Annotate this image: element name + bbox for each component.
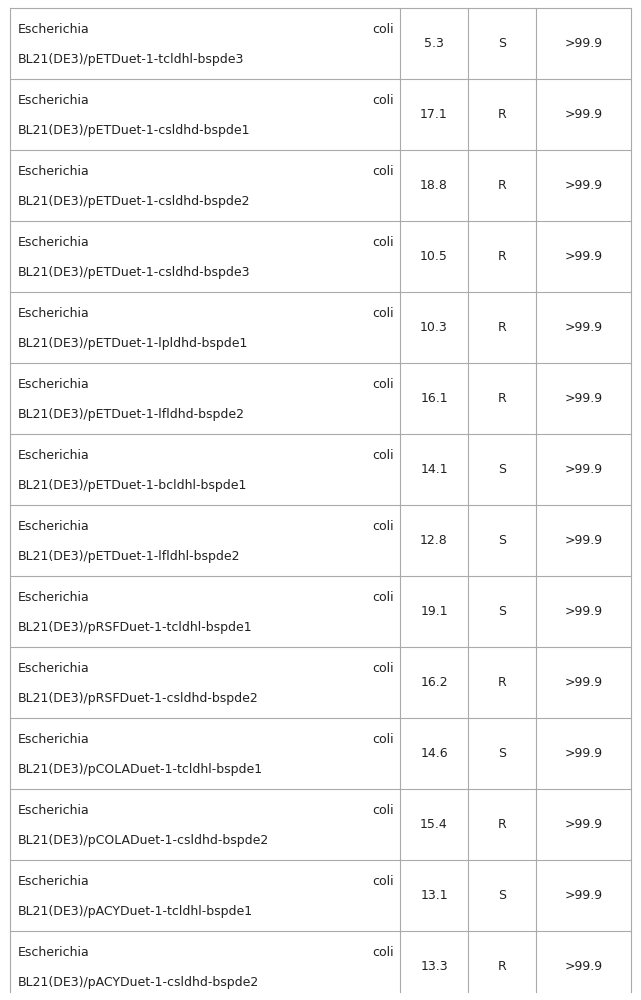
Text: >99.9: >99.9 — [565, 534, 603, 547]
Text: S: S — [498, 534, 506, 547]
Text: Escherichia: Escherichia — [18, 165, 90, 178]
Text: Escherichia: Escherichia — [18, 804, 90, 817]
Text: >99.9: >99.9 — [565, 250, 603, 263]
Text: BL21(DE3)/pRSFDuet-1-csldhd-bspde2: BL21(DE3)/pRSFDuet-1-csldhd-bspde2 — [18, 692, 259, 705]
Text: 10.5: 10.5 — [420, 250, 448, 263]
Text: >99.9: >99.9 — [565, 818, 603, 831]
Text: R: R — [497, 818, 506, 831]
Text: R: R — [497, 392, 506, 405]
Text: 15.4: 15.4 — [420, 818, 448, 831]
Text: S: S — [498, 889, 506, 902]
Text: Escherichia: Escherichia — [18, 94, 90, 107]
Text: 18.8: 18.8 — [420, 179, 448, 192]
Text: >99.9: >99.9 — [565, 179, 603, 192]
Text: 14.6: 14.6 — [420, 747, 448, 760]
Text: BL21(DE3)/pCOLADuet-1-tcldhl-bspde1: BL21(DE3)/pCOLADuet-1-tcldhl-bspde1 — [18, 763, 263, 776]
Text: >99.9: >99.9 — [565, 960, 603, 973]
Text: >99.9: >99.9 — [565, 321, 603, 334]
Text: 19.1: 19.1 — [420, 605, 448, 618]
Text: 10.3: 10.3 — [420, 321, 448, 334]
Text: >99.9: >99.9 — [565, 676, 603, 689]
Text: BL21(DE3)/pETDuet-1-lpldhd-bspde1: BL21(DE3)/pETDuet-1-lpldhd-bspde1 — [18, 337, 248, 350]
Text: S: S — [498, 747, 506, 760]
Text: BL21(DE3)/pETDuet-1-tcldhl-bspde3: BL21(DE3)/pETDuet-1-tcldhl-bspde3 — [18, 53, 244, 66]
Text: 14.1: 14.1 — [420, 463, 448, 476]
Text: Escherichia: Escherichia — [18, 378, 90, 391]
Text: R: R — [497, 250, 506, 263]
Text: coli: coli — [372, 946, 394, 959]
Text: >99.9: >99.9 — [565, 37, 603, 50]
Text: BL21(DE3)/pETDuet-1-csldhd-bspde2: BL21(DE3)/pETDuet-1-csldhd-bspde2 — [18, 195, 251, 208]
Text: Escherichia: Escherichia — [18, 23, 90, 36]
Text: BL21(DE3)/pETDuet-1-lfldhd-bspde2: BL21(DE3)/pETDuet-1-lfldhd-bspde2 — [18, 408, 245, 421]
Text: coli: coli — [372, 94, 394, 107]
Text: coli: coli — [372, 307, 394, 320]
Text: >99.9: >99.9 — [565, 108, 603, 121]
Text: BL21(DE3)/pETDuet-1-csldhd-bspde3: BL21(DE3)/pETDuet-1-csldhd-bspde3 — [18, 266, 251, 279]
Text: BL21(DE3)/pRSFDuet-1-tcldhl-bspde1: BL21(DE3)/pRSFDuet-1-tcldhl-bspde1 — [18, 621, 253, 634]
Text: coli: coli — [372, 378, 394, 391]
Text: >99.9: >99.9 — [565, 392, 603, 405]
Text: S: S — [498, 37, 506, 50]
Text: coli: coli — [372, 165, 394, 178]
Text: BL21(DE3)/pETDuet-1-csldhd-bspde1: BL21(DE3)/pETDuet-1-csldhd-bspde1 — [18, 124, 251, 137]
Text: 13.3: 13.3 — [420, 960, 448, 973]
Text: R: R — [497, 321, 506, 334]
Text: BL21(DE3)/pACYDuet-1-tcldhl-bspde1: BL21(DE3)/pACYDuet-1-tcldhl-bspde1 — [18, 905, 253, 918]
Text: R: R — [497, 676, 506, 689]
Text: >99.9: >99.9 — [565, 747, 603, 760]
Text: coli: coli — [372, 23, 394, 36]
Text: R: R — [497, 179, 506, 192]
Text: BL21(DE3)/pETDuet-1-lfldhl-bspde2: BL21(DE3)/pETDuet-1-lfldhl-bspde2 — [18, 550, 240, 563]
Text: 17.1: 17.1 — [420, 108, 448, 121]
Text: >99.9: >99.9 — [565, 605, 603, 618]
Text: >99.9: >99.9 — [565, 889, 603, 902]
Text: 12.8: 12.8 — [420, 534, 448, 547]
Text: BL21(DE3)/pACYDuet-1-csldhd-bspde2: BL21(DE3)/pACYDuet-1-csldhd-bspde2 — [18, 976, 259, 989]
Text: Escherichia: Escherichia — [18, 449, 90, 462]
Text: Escherichia: Escherichia — [18, 591, 90, 604]
Text: Escherichia: Escherichia — [18, 875, 90, 888]
Text: Escherichia: Escherichia — [18, 946, 90, 959]
Text: >99.9: >99.9 — [565, 463, 603, 476]
Text: coli: coli — [372, 520, 394, 533]
Text: coli: coli — [372, 875, 394, 888]
Text: 13.1: 13.1 — [420, 889, 448, 902]
Text: S: S — [498, 605, 506, 618]
Text: R: R — [497, 108, 506, 121]
Text: Escherichia: Escherichia — [18, 662, 90, 675]
Text: coli: coli — [372, 449, 394, 462]
Text: Escherichia: Escherichia — [18, 520, 90, 533]
Text: 16.2: 16.2 — [420, 676, 448, 689]
Text: BL21(DE3)/pETDuet-1-bcldhl-bspde1: BL21(DE3)/pETDuet-1-bcldhl-bspde1 — [18, 479, 247, 492]
Text: coli: coli — [372, 591, 394, 604]
Text: BL21(DE3)/pCOLADuet-1-csldhd-bspde2: BL21(DE3)/pCOLADuet-1-csldhd-bspde2 — [18, 834, 269, 847]
Text: 16.1: 16.1 — [420, 392, 448, 405]
Text: coli: coli — [372, 733, 394, 746]
Text: R: R — [497, 960, 506, 973]
Text: Escherichia: Escherichia — [18, 733, 90, 746]
Text: Escherichia: Escherichia — [18, 236, 90, 249]
Text: S: S — [498, 463, 506, 476]
Text: 5.3: 5.3 — [424, 37, 444, 50]
Text: coli: coli — [372, 804, 394, 817]
Text: coli: coli — [372, 662, 394, 675]
Text: Escherichia: Escherichia — [18, 307, 90, 320]
Text: coli: coli — [372, 236, 394, 249]
